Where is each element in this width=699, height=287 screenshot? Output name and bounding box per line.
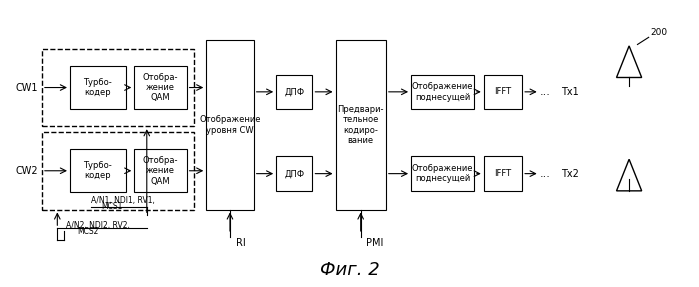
Text: MCS1: MCS1 xyxy=(101,202,123,211)
Text: Турбо-
кодер: Турбо- кодер xyxy=(83,78,113,97)
Text: Отображение
поднесущей: Отображение поднесущей xyxy=(412,82,473,102)
Text: Tx2: Tx2 xyxy=(561,169,579,179)
Text: Отобра-
жение
QAM: Отобра- жение QAM xyxy=(143,156,178,186)
Text: A/N2, NDI2, RV2,: A/N2, NDI2, RV2, xyxy=(66,221,130,230)
Bar xyxy=(276,156,312,191)
Text: ДПФ: ДПФ xyxy=(284,169,304,178)
Bar xyxy=(134,66,187,109)
Bar xyxy=(411,156,474,191)
Text: Предвари-
тельное
кодиро-
вание: Предвари- тельное кодиро- вание xyxy=(338,105,384,145)
Text: 200: 200 xyxy=(650,28,667,37)
Text: CW1: CW1 xyxy=(15,83,38,92)
Text: A/N1, NDI1, RV1,: A/N1, NDI1, RV1, xyxy=(91,196,154,205)
Bar xyxy=(276,75,312,109)
Bar xyxy=(134,149,187,192)
Text: Отображение
поднесущей: Отображение поднесущей xyxy=(412,164,473,183)
Text: Tx1: Tx1 xyxy=(561,87,578,97)
Bar xyxy=(206,40,254,210)
Text: CW2: CW2 xyxy=(15,166,38,176)
Text: PMI: PMI xyxy=(366,238,384,247)
Bar xyxy=(484,156,522,191)
Bar xyxy=(42,132,194,210)
Bar xyxy=(70,149,126,192)
Text: IFFT: IFFT xyxy=(494,87,512,96)
Bar xyxy=(411,75,474,109)
Bar xyxy=(336,40,386,210)
Bar xyxy=(70,66,126,109)
Bar xyxy=(42,49,194,126)
Text: ДПФ: ДПФ xyxy=(284,87,304,96)
Text: Отображение
уровня CW: Отображение уровня CW xyxy=(199,115,261,135)
Text: IFFT: IFFT xyxy=(494,169,512,178)
Text: Фиг. 2: Фиг. 2 xyxy=(319,261,380,279)
Text: MCS2: MCS2 xyxy=(77,226,99,236)
Text: ...: ... xyxy=(540,169,551,179)
Text: ...: ... xyxy=(540,87,551,97)
Text: RI: RI xyxy=(236,238,245,247)
Text: Отобра-
жение
QAM: Отобра- жение QAM xyxy=(143,73,178,102)
Bar xyxy=(484,75,522,109)
Text: Турбо-
кодер: Турбо- кодер xyxy=(83,161,113,181)
